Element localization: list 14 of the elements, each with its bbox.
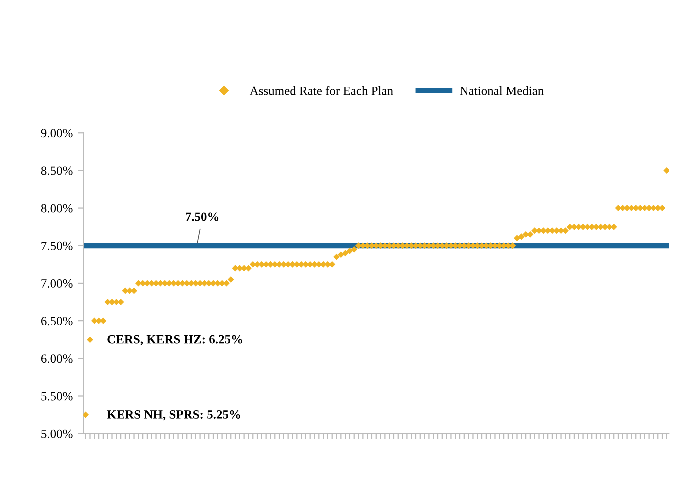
y-tick-label: 7.50% bbox=[42, 242, 73, 250]
y-tick-label: 8.50% bbox=[41, 166, 73, 176]
annotation: CERS, KERS HZ: 6.25% bbox=[108, 335, 242, 346]
legend-label: Assumed Rate for Each Plan bbox=[250, 86, 394, 96]
y-tick-label: 6.50% bbox=[41, 317, 73, 326]
y-tick-label: 9.00% bbox=[41, 129, 73, 138]
legend-label: National Median bbox=[460, 86, 544, 96]
annotation: 7.50% bbox=[186, 212, 219, 222]
y-tick-label: 5.50% bbox=[42, 392, 73, 401]
y-tick-label: 8.00% bbox=[41, 204, 73, 213]
y-tick-label: 7.00% bbox=[42, 280, 73, 288]
y-tick-label: 5.00% bbox=[42, 430, 73, 438]
annotation: KERS NH, SPRS: 5.25% bbox=[107, 410, 240, 421]
y-tick-label: 6.00% bbox=[41, 354, 73, 364]
